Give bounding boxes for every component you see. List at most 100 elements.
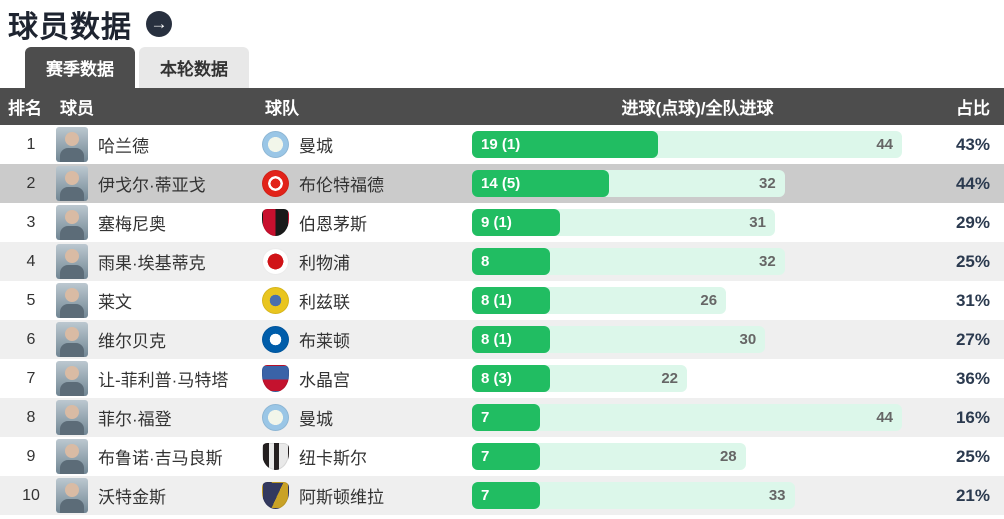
table-row[interactable]: 9 布鲁诺·吉马良斯 纽卡斯尔 28 7 25% <box>0 437 1004 476</box>
player-goals-bar: 14 (5) <box>472 170 609 197</box>
team-name: 曼城 <box>299 137 333 156</box>
player-goals-bar: 9 (1) <box>472 209 560 236</box>
team-cell: 利物浦 <box>260 248 465 275</box>
player-goals-bar: 7 <box>472 404 541 431</box>
goal-share-percent: 21% <box>955 485 990 505</box>
rank-value: 8 <box>26 408 36 426</box>
player-avatar <box>56 244 88 279</box>
player-avatar <box>56 361 88 396</box>
goal-share-percent: 31% <box>955 290 990 310</box>
team-badge-icon <box>262 209 289 236</box>
header-share: 占比 <box>956 99 990 118</box>
rank-value: 6 <box>26 330 36 348</box>
table-row[interactable]: 2 伊戈尔·蒂亚戈 布伦特福德 32 14 (5) 44% <box>0 164 1004 203</box>
table-body: 1 哈兰德 曼城 44 19 (1) 43% 2 伊戈尔·蒂亚戈 布伦特福德 <box>0 125 1004 515</box>
player-cell: 伊戈尔·蒂亚戈 <box>52 166 260 201</box>
tab-round-data[interactable]: 本轮数据 <box>139 47 249 88</box>
team-badge-icon <box>262 482 289 509</box>
team-badge-icon <box>262 170 289 197</box>
player-goals-label: 8 (1) <box>481 331 512 348</box>
player-goals-label: 7 <box>481 487 490 504</box>
player-name: 布鲁诺·吉马良斯 <box>98 449 223 468</box>
player-goals-label: 8 (1) <box>481 292 512 309</box>
player-cell: 沃特金斯 <box>52 478 260 513</box>
team-goals-value: 26 <box>700 292 718 309</box>
team-cell: 阿斯顿维拉 <box>260 482 465 509</box>
table-row[interactable]: 4 雨果·埃基蒂克 利物浦 32 8 25% <box>0 242 1004 281</box>
team-cell: 利兹联 <box>260 287 465 314</box>
team-name: 利兹联 <box>299 293 350 312</box>
goals-bar-cell: 32 14 (5) <box>465 164 905 203</box>
table-row[interactable]: 3 塞梅尼奥 伯恩茅斯 31 9 (1) 29% <box>0 203 1004 242</box>
more-arrow-icon[interactable]: → <box>146 10 172 37</box>
team-badge-icon <box>262 443 289 470</box>
team-name: 伯恩茅斯 <box>299 215 367 234</box>
header-goals: 进球(点球)/全队进球 <box>621 99 774 118</box>
team-goals-value: 33 <box>768 487 786 504</box>
tab-bar: 赛季数据 本轮数据 <box>0 47 1004 88</box>
player-cell: 布鲁诺·吉马良斯 <box>52 439 260 474</box>
player-cell: 雨果·埃基蒂克 <box>52 244 260 279</box>
player-avatar <box>56 205 88 240</box>
team-cell: 曼城 <box>260 404 465 431</box>
table-row[interactable]: 5 莱文 利兹联 26 8 (1) 31% <box>0 281 1004 320</box>
goal-share-percent: 27% <box>955 329 990 349</box>
player-goals-label: 7 <box>481 448 490 465</box>
goals-bar-cell: 44 19 (1) <box>465 125 905 164</box>
team-cell: 纽卡斯尔 <box>260 443 465 470</box>
player-goals-bar: 8 (1) <box>472 326 551 353</box>
team-name: 水晶宫 <box>299 371 350 390</box>
tab-season-data[interactable]: 赛季数据 <box>25 47 135 88</box>
rank-value: 3 <box>26 213 36 231</box>
table-row[interactable]: 10 沃特金斯 阿斯顿维拉 33 7 21% <box>0 476 1004 515</box>
goals-bar-cell: 30 8 (1) <box>465 320 905 359</box>
team-goals-track: 44 <box>472 404 902 431</box>
team-badge-icon <box>262 248 289 275</box>
team-name: 纽卡斯尔 <box>299 449 367 468</box>
team-goals-value: 28 <box>719 448 737 465</box>
rank-value: 7 <box>26 369 36 387</box>
team-name: 曼城 <box>299 410 333 429</box>
player-goals-label: 9 (1) <box>481 214 512 231</box>
table-row[interactable]: 8 菲尔·福登 曼城 44 7 16% <box>0 398 1004 437</box>
table-row[interactable]: 1 哈兰德 曼城 44 19 (1) 43% <box>0 125 1004 164</box>
team-name: 利物浦 <box>299 254 350 273</box>
header-rank: 排名 <box>8 99 42 118</box>
player-cell: 塞梅尼奥 <box>52 205 260 240</box>
team-goals-value: 44 <box>876 409 893 426</box>
player-avatar <box>56 322 88 357</box>
goal-share-percent: 16% <box>955 407 990 427</box>
team-goals-value: 32 <box>759 175 776 192</box>
header-team: 球队 <box>265 99 299 118</box>
player-name: 让-菲利普·马特塔 <box>98 371 229 390</box>
player-avatar <box>56 127 88 162</box>
goals-bar-cell: 31 9 (1) <box>465 203 905 242</box>
player-name: 维尔贝克 <box>98 332 166 351</box>
player-cell: 让-菲利普·马特塔 <box>52 361 260 396</box>
player-goals-bar: 7 <box>472 482 541 509</box>
player-name: 沃特金斯 <box>98 488 166 507</box>
player-cell: 菲尔·福登 <box>52 400 260 435</box>
table-row[interactable]: 6 维尔贝克 布莱顿 30 8 (1) 27% <box>0 320 1004 359</box>
team-badge-icon <box>262 131 289 158</box>
goals-bar-cell: 44 7 <box>465 398 905 437</box>
player-goals-label: 7 <box>481 409 490 426</box>
team-badge-icon <box>262 326 289 353</box>
player-goals-label: 8 <box>481 253 490 270</box>
player-avatar <box>56 439 88 474</box>
rank-value: 2 <box>26 174 36 192</box>
player-goals-bar: 8 <box>472 248 551 275</box>
goal-share-percent: 25% <box>955 251 990 271</box>
player-name: 雨果·埃基蒂克 <box>98 254 206 273</box>
goals-bar-cell: 33 7 <box>465 476 905 515</box>
table-row[interactable]: 7 让-菲利普·马特塔 水晶宫 22 8 (3) 36% <box>0 359 1004 398</box>
player-goals-bar: 8 (1) <box>472 287 551 314</box>
team-goals-value: 44 <box>876 136 893 153</box>
player-avatar <box>56 400 88 435</box>
goals-bar-cell: 32 8 <box>465 242 905 281</box>
player-avatar <box>56 478 88 513</box>
team-badge-icon <box>262 287 289 314</box>
player-goals-label: 8 (3) <box>481 370 512 387</box>
team-cell: 曼城 <box>260 131 465 158</box>
goal-share-percent: 44% <box>955 173 990 193</box>
